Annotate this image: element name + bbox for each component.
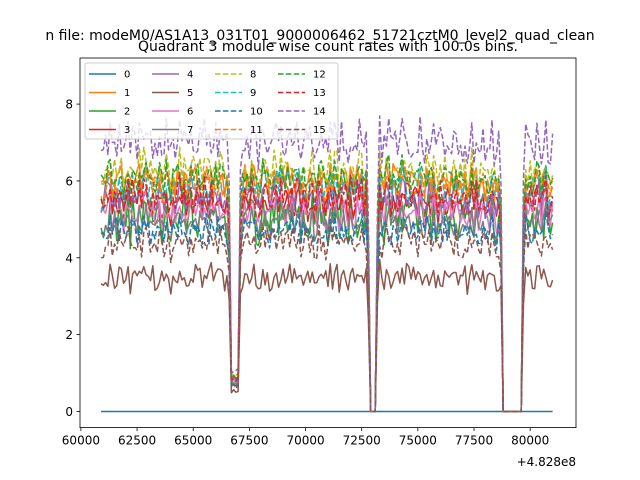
y-tick-label: 2	[65, 328, 73, 342]
legend-label-14: 14	[313, 107, 326, 118]
legend-label-1: 1	[124, 88, 130, 99]
legend-label-12: 12	[313, 70, 326, 81]
series-line-14	[100, 115, 554, 413]
legend-label-9: 9	[250, 88, 256, 99]
series-line-8	[100, 146, 554, 413]
y-tick-label: 0	[65, 405, 73, 419]
legend-label-10: 10	[250, 107, 263, 118]
legend-label-5: 5	[187, 88, 193, 99]
axes-frame	[79, 57, 577, 429]
y-tick-label: 8	[65, 98, 73, 112]
legend-label-13: 13	[313, 88, 326, 99]
legend-label-0: 0	[124, 70, 130, 81]
x-axis-offset-label: +4.828e8	[517, 455, 576, 469]
series-line-4	[100, 175, 554, 413]
series-line-12	[100, 153, 554, 413]
legend-label-11: 11	[250, 125, 263, 136]
series-line-15	[101, 223, 554, 413]
legend-label-4: 4	[187, 70, 193, 81]
y-tick-label: 6	[65, 174, 73, 188]
series-line-11	[100, 162, 554, 413]
x-tick-label: 60000	[62, 434, 100, 448]
legend-label-15: 15	[313, 125, 326, 136]
y-axis: 0 2 4 6 8	[65, 98, 80, 419]
x-tick-label: 80000	[511, 434, 549, 448]
x-tick-label: 72500	[343, 434, 381, 448]
series-line-5	[100, 258, 554, 413]
legend-label-7: 7	[187, 125, 193, 136]
x-axis: 60000 62500 65000 67500 70000 72500 75000 77500…	[62, 427, 549, 448]
legend-label-6: 6	[187, 107, 193, 118]
y-tick-label: 4	[65, 251, 73, 265]
legend-label-8: 8	[250, 70, 256, 81]
chart-title: Quadrant 3 module wise count rates with …	[138, 39, 518, 55]
legend-label-2: 2	[124, 107, 130, 118]
legend-box	[84, 62, 339, 140]
x-tick-label: 62500	[118, 434, 156, 448]
series-line-7	[100, 201, 554, 413]
series-line-13	[100, 173, 554, 413]
x-tick-label: 67500	[230, 434, 268, 448]
x-tick-label: 75000	[399, 434, 437, 448]
x-tick-label: 77500	[455, 434, 493, 448]
x-tick-label: 65000	[174, 434, 212, 448]
x-tick-label: 70000	[286, 434, 324, 448]
series-line-10	[100, 209, 554, 413]
series-layer	[100, 115, 554, 413]
legend-label-3: 3	[124, 125, 130, 136]
figure-suptitle: n file: modeM0/AS1A13_031T01_9000006462_…	[45, 28, 594, 44]
